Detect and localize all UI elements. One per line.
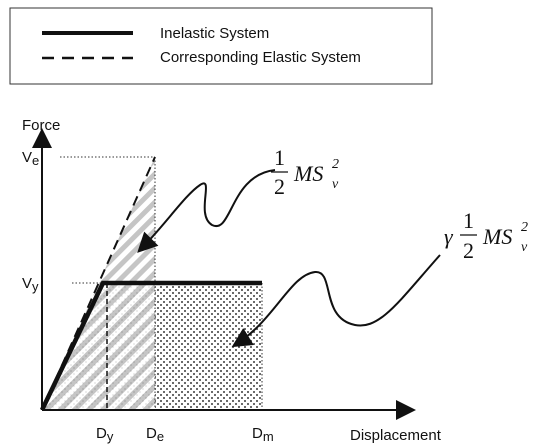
x-axis-label: Displacement — [350, 427, 442, 444]
text: 2 — [274, 174, 285, 199]
legend-label: Inelastic System — [160, 25, 269, 42]
text: γ — [444, 224, 454, 249]
text: V — [22, 275, 32, 292]
text: V — [22, 149, 32, 166]
text: 1 — [463, 208, 474, 233]
x-tick: Dm — [252, 425, 274, 444]
text: m — [263, 429, 274, 444]
text: e — [157, 429, 164, 444]
x-tick: Dy — [96, 425, 114, 444]
text: MS — [482, 224, 512, 249]
legend-label: Corresponding Elastic System — [160, 49, 361, 66]
dotted-area — [103, 283, 262, 410]
text: 1 — [274, 145, 285, 170]
y-tick: Ve — [22, 149, 39, 168]
arrow — [137, 169, 276, 253]
text: D — [252, 425, 263, 442]
elastic-line — [41, 156, 156, 411]
legend-box — [9, 7, 433, 85]
text: y — [107, 429, 114, 444]
x-tick: De — [146, 425, 164, 444]
text: D — [96, 425, 107, 442]
y-tick: Vy — [22, 275, 39, 294]
inelastic-line — [39, 280, 262, 411]
y-axis-label: Force — [22, 117, 60, 134]
text: D — [146, 425, 157, 442]
text: MS — [293, 161, 323, 186]
formula: 1 2 MS 2 v — [271, 145, 339, 199]
formula: γ 1 2 MS 2 v — [444, 208, 528, 263]
text: 2 — [332, 157, 339, 172]
text: v — [521, 240, 528, 255]
text: y — [32, 279, 39, 294]
text: e — [32, 153, 39, 168]
text: v — [332, 177, 339, 192]
arrow — [231, 254, 441, 348]
text: 2 — [521, 220, 528, 235]
text: 2 — [463, 238, 474, 263]
